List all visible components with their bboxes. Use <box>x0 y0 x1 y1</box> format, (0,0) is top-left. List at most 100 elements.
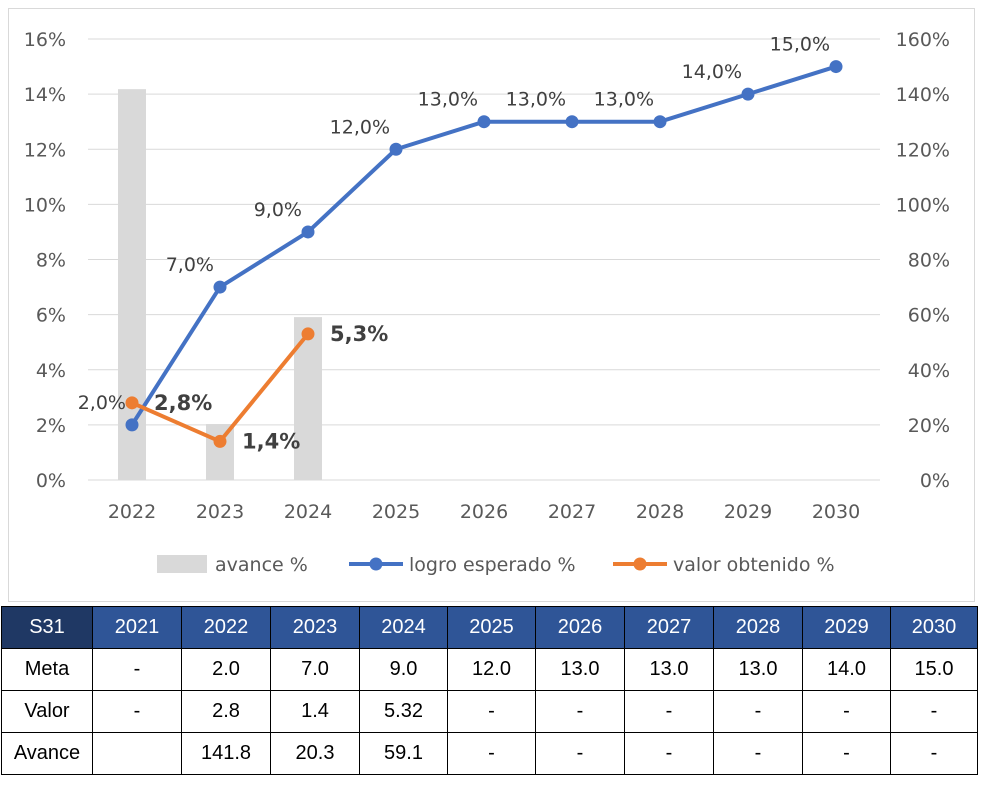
series-logro-esperado-point <box>741 87 755 101</box>
table-cell: 14.0 <box>802 648 891 691</box>
table-header-cell: 2024 <box>359 606 448 649</box>
x-tick-label: 2026 <box>460 501 508 523</box>
table-row-label: Avance <box>1 732 93 775</box>
table-header-cell: 2021 <box>92 606 182 649</box>
table-cell: 141.8 <box>181 732 271 775</box>
table-header-cell: 2025 <box>447 606 536 649</box>
table-cell: 9.0 <box>359 648 448 691</box>
data-label-logro: 9,0% <box>254 199 302 221</box>
table-cell: 13.0 <box>624 648 714 691</box>
table-cell: - <box>713 690 803 733</box>
table-cell: - <box>447 732 536 775</box>
legend-label-avance: avance % <box>215 554 308 576</box>
table-row-label: Valor <box>1 690 93 733</box>
y-right-tick-label: 100% <box>896 194 950 216</box>
data-label-logro: 7,0% <box>166 254 214 276</box>
table-cell: 5.32 <box>359 690 448 733</box>
series-valor-obtenido-point <box>125 396 139 410</box>
y-right-tick-label: 160% <box>896 29 950 51</box>
table-cell: - <box>802 690 891 733</box>
bar-avance <box>294 317 322 480</box>
y-right-tick-label: 80% <box>908 250 950 272</box>
series-logro-esperado-point <box>653 115 667 129</box>
y-right-tick-label: 140% <box>896 84 950 106</box>
x-tick-label: 2028 <box>636 501 684 523</box>
series-logro-esperado-point <box>389 142 403 156</box>
y-right-tick-label: 40% <box>908 360 950 382</box>
table-cell: 13.0 <box>535 648 625 691</box>
table-cell: - <box>92 690 182 733</box>
data-label-valor: 5,3% <box>330 322 388 346</box>
table-header-cell: 2022 <box>181 606 271 649</box>
data-label-valor: 2,8% <box>154 391 212 415</box>
y-left-tick-label: 8% <box>36 250 66 272</box>
y-right-tick-label: 120% <box>896 139 950 161</box>
table-cell: 2.8 <box>181 690 271 733</box>
y-left-tick-label: 16% <box>24 29 66 51</box>
bar-avance <box>118 89 146 480</box>
y-left-tick-label: 2% <box>36 415 66 437</box>
y-left-tick-label: 14% <box>24 84 66 106</box>
y-left-tick-label: 12% <box>24 139 66 161</box>
table-cell: 15.0 <box>890 648 978 691</box>
data-label-logro: 13,0% <box>506 89 566 111</box>
table-cell: - <box>447 690 536 733</box>
table-cell: - <box>535 732 625 775</box>
data-label-logro: 13,0% <box>418 89 478 111</box>
combo-chart: 0% 2% 4% 6% 8% 10% 12% 14% 16% 0% 20% 40% 60% 80% 100%… <box>24 29 950 576</box>
data-table: S31 2021 2022 2023 2024 2025 2026 2027 2028 2029 2… <box>1 606 978 775</box>
table-cell: - <box>92 648 182 691</box>
table-cell: 1.4 <box>270 690 360 733</box>
series-logro-esperado-point <box>477 115 491 129</box>
x-tick-label: 2029 <box>724 501 772 523</box>
table-header-cell: 2026 <box>535 606 625 649</box>
legend-label-valor: valor obtenido % <box>673 554 835 576</box>
table-cell: - <box>802 732 891 775</box>
table-cell: 2.0 <box>181 648 271 691</box>
x-tick-label: 2022 <box>108 501 156 523</box>
series-logro-esperado-point <box>125 418 139 432</box>
legend-swatch-avance <box>157 555 207 573</box>
y-right-tick-label: 60% <box>908 305 950 327</box>
table-cell: - <box>624 690 714 733</box>
data-label-logro: 2,0% <box>78 392 126 414</box>
data-label-logro: 13,0% <box>594 89 654 111</box>
table-header-row: S31 2021 2022 2023 2024 2025 2026 2027 2028 2029 2… <box>1 606 978 649</box>
y-left-tick-label: 0% <box>36 470 66 492</box>
y-right-tick-label: 0% <box>920 470 950 492</box>
table-cell: - <box>535 690 625 733</box>
series-logro-esperado-point <box>301 225 315 239</box>
table-row: Avance 141.8 20.3 59.1- - - - - - <box>1 732 978 775</box>
x-tick-label: 2027 <box>548 501 596 523</box>
legend-label-logro: logro esperado % <box>409 554 576 576</box>
x-tick-label: 2030 <box>812 501 860 523</box>
table-row: Valor -2.8 1.4 5.32- - - - - - <box>1 690 978 733</box>
table-row: Meta -2.0 7.0 9.0 12.0 13.0 13.0 13.0 14.0 15.0 <box>1 648 978 691</box>
y-right-tick-label: 20% <box>908 415 950 437</box>
table-cell <box>92 732 182 775</box>
legend-marker-logro <box>369 557 383 571</box>
table-corner-cell: S31 <box>1 606 93 649</box>
table-cell: 13.0 <box>713 648 803 691</box>
chart-frame: 0% 2% 4% 6% 8% 10% 12% 14% 16% 0% 20% 40% 60% 80% 100%… <box>8 8 975 602</box>
table-header-cell: 2029 <box>802 606 891 649</box>
legend-marker-valor <box>633 557 647 571</box>
data-label-valor: 1,4% <box>242 429 300 453</box>
series-valor-obtenido-point <box>213 434 227 448</box>
series-logro-esperado-point <box>213 280 227 294</box>
y-left-tick-label: 10% <box>24 194 66 216</box>
series-logro-esperado-point <box>829 60 843 74</box>
x-tick-label: 2024 <box>284 501 332 523</box>
x-tick-label: 2025 <box>372 501 420 523</box>
table-cell: 59.1 <box>359 732 448 775</box>
table-header-cell: 2027 <box>624 606 714 649</box>
table-cell: - <box>890 732 978 775</box>
data-label-logro: 14,0% <box>682 61 742 83</box>
y-left-tick-label: 6% <box>36 305 66 327</box>
bar-avance <box>206 424 234 480</box>
table-header-cell: 2023 <box>270 606 360 649</box>
x-tick-label: 2023 <box>196 501 244 523</box>
table-header-cell: 2028 <box>713 606 803 649</box>
series-logro-esperado-point <box>565 115 579 129</box>
table-cell: - <box>890 690 978 733</box>
